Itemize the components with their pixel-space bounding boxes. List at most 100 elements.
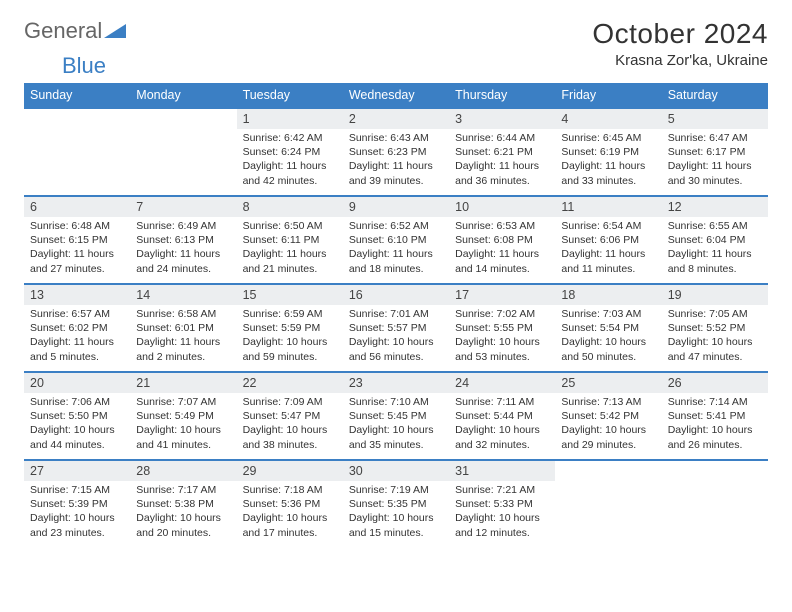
calendar-day-cell: 3Sunrise: 6:44 AMSunset: 6:21 PMDaylight… xyxy=(449,108,555,196)
daylight-line: Daylight: 10 hours and 47 minutes. xyxy=(668,335,762,363)
day-details: Sunrise: 6:43 AMSunset: 6:23 PMDaylight:… xyxy=(343,129,449,192)
calendar-day-cell: 31Sunrise: 7:21 AMSunset: 5:33 PMDayligh… xyxy=(449,460,555,548)
day-details: Sunrise: 7:18 AMSunset: 5:36 PMDaylight:… xyxy=(237,481,343,544)
sunset-line: Sunset: 5:52 PM xyxy=(668,321,762,335)
day-details: Sunrise: 6:54 AMSunset: 6:06 PMDaylight:… xyxy=(555,217,661,280)
daylight-line: Daylight: 10 hours and 20 minutes. xyxy=(136,511,230,539)
day-details: Sunrise: 6:58 AMSunset: 6:01 PMDaylight:… xyxy=(130,305,236,368)
calendar-week-row: 27Sunrise: 7:15 AMSunset: 5:39 PMDayligh… xyxy=(24,460,768,548)
calendar-day-cell: 14Sunrise: 6:58 AMSunset: 6:01 PMDayligh… xyxy=(130,284,236,372)
calendar-day-cell: 4Sunrise: 6:45 AMSunset: 6:19 PMDaylight… xyxy=(555,108,661,196)
calendar-day-cell: 9Sunrise: 6:52 AMSunset: 6:10 PMDaylight… xyxy=(343,196,449,284)
calendar-day-cell: 19Sunrise: 7:05 AMSunset: 5:52 PMDayligh… xyxy=(662,284,768,372)
sunrise-line: Sunrise: 6:54 AM xyxy=(561,219,655,233)
day-number: 5 xyxy=(662,109,768,129)
title-block: October 2024 Krasna Zor'ka, Ukraine xyxy=(592,18,768,69)
sunrise-line: Sunrise: 7:19 AM xyxy=(349,483,443,497)
sunset-line: Sunset: 5:41 PM xyxy=(668,409,762,423)
calendar-header-row: SundayMondayTuesdayWednesdayThursdayFrid… xyxy=(24,83,768,108)
sunset-line: Sunset: 5:45 PM xyxy=(349,409,443,423)
daylight-line: Daylight: 11 hours and 24 minutes. xyxy=(136,247,230,275)
calendar-day-cell: 2Sunrise: 6:43 AMSunset: 6:23 PMDaylight… xyxy=(343,108,449,196)
day-details: Sunrise: 7:03 AMSunset: 5:54 PMDaylight:… xyxy=(555,305,661,368)
calendar-day-cell xyxy=(555,460,661,548)
calendar-day-cell: 21Sunrise: 7:07 AMSunset: 5:49 PMDayligh… xyxy=(130,372,236,460)
daylight-line: Daylight: 11 hours and 2 minutes. xyxy=(136,335,230,363)
sunrise-line: Sunrise: 7:10 AM xyxy=(349,395,443,409)
day-number: 11 xyxy=(555,197,661,217)
calendar-day-cell xyxy=(130,108,236,196)
sunrise-line: Sunrise: 6:43 AM xyxy=(349,131,443,145)
calendar-day-cell: 27Sunrise: 7:15 AMSunset: 5:39 PMDayligh… xyxy=(24,460,130,548)
calendar-day-cell: 20Sunrise: 7:06 AMSunset: 5:50 PMDayligh… xyxy=(24,372,130,460)
sunset-line: Sunset: 5:44 PM xyxy=(455,409,549,423)
day-details: Sunrise: 6:45 AMSunset: 6:19 PMDaylight:… xyxy=(555,129,661,192)
day-number: 1 xyxy=(237,109,343,129)
calendar-day-cell: 11Sunrise: 6:54 AMSunset: 6:06 PMDayligh… xyxy=(555,196,661,284)
sunrise-line: Sunrise: 7:18 AM xyxy=(243,483,337,497)
calendar-week-row: 13Sunrise: 6:57 AMSunset: 6:02 PMDayligh… xyxy=(24,284,768,372)
day-number: 17 xyxy=(449,285,555,305)
daylight-line: Daylight: 10 hours and 59 minutes. xyxy=(243,335,337,363)
day-number: 23 xyxy=(343,373,449,393)
daylight-line: Daylight: 10 hours and 53 minutes. xyxy=(455,335,549,363)
sunrise-line: Sunrise: 6:44 AM xyxy=(455,131,549,145)
day-details: Sunrise: 7:01 AMSunset: 5:57 PMDaylight:… xyxy=(343,305,449,368)
calendar-day-cell xyxy=(24,108,130,196)
day-details: Sunrise: 7:13 AMSunset: 5:42 PMDaylight:… xyxy=(555,393,661,456)
calendar-day-cell: 23Sunrise: 7:10 AMSunset: 5:45 PMDayligh… xyxy=(343,372,449,460)
calendar-day-cell: 18Sunrise: 7:03 AMSunset: 5:54 PMDayligh… xyxy=(555,284,661,372)
sunset-line: Sunset: 6:17 PM xyxy=(668,145,762,159)
day-details: Sunrise: 6:44 AMSunset: 6:21 PMDaylight:… xyxy=(449,129,555,192)
sunrise-line: Sunrise: 6:48 AM xyxy=(30,219,124,233)
day-details: Sunrise: 7:17 AMSunset: 5:38 PMDaylight:… xyxy=(130,481,236,544)
daylight-line: Daylight: 10 hours and 35 minutes. xyxy=(349,423,443,451)
daylight-line: Daylight: 11 hours and 11 minutes. xyxy=(561,247,655,275)
day-number: 16 xyxy=(343,285,449,305)
calendar-body: 1Sunrise: 6:42 AMSunset: 6:24 PMDaylight… xyxy=(24,108,768,548)
daylight-line: Daylight: 10 hours and 12 minutes. xyxy=(455,511,549,539)
calendar-week-row: 6Sunrise: 6:48 AMSunset: 6:15 PMDaylight… xyxy=(24,196,768,284)
daylight-line: Daylight: 11 hours and 36 minutes. xyxy=(455,159,549,187)
sunset-line: Sunset: 6:06 PM xyxy=(561,233,655,247)
day-details: Sunrise: 6:42 AMSunset: 6:24 PMDaylight:… xyxy=(237,129,343,192)
sunset-line: Sunset: 5:47 PM xyxy=(243,409,337,423)
sunset-line: Sunset: 5:54 PM xyxy=(561,321,655,335)
day-details: Sunrise: 7:14 AMSunset: 5:41 PMDaylight:… xyxy=(662,393,768,456)
day-details: Sunrise: 7:11 AMSunset: 5:44 PMDaylight:… xyxy=(449,393,555,456)
daylight-line: Daylight: 11 hours and 18 minutes. xyxy=(349,247,443,275)
location-label: Krasna Zor'ka, Ukraine xyxy=(592,52,768,69)
sunset-line: Sunset: 6:11 PM xyxy=(243,233,337,247)
logo-word-1: General xyxy=(24,18,102,44)
sunset-line: Sunset: 5:49 PM xyxy=(136,409,230,423)
sunrise-line: Sunrise: 7:06 AM xyxy=(30,395,124,409)
day-details: Sunrise: 7:19 AMSunset: 5:35 PMDaylight:… xyxy=(343,481,449,544)
day-details: Sunrise: 6:52 AMSunset: 6:10 PMDaylight:… xyxy=(343,217,449,280)
sunset-line: Sunset: 5:35 PM xyxy=(349,497,443,511)
day-number: 24 xyxy=(449,373,555,393)
day-number: 13 xyxy=(24,285,130,305)
sunrise-line: Sunrise: 7:09 AM xyxy=(243,395,337,409)
daylight-line: Daylight: 10 hours and 38 minutes. xyxy=(243,423,337,451)
day-details: Sunrise: 7:15 AMSunset: 5:39 PMDaylight:… xyxy=(24,481,130,544)
sunrise-line: Sunrise: 7:15 AM xyxy=(30,483,124,497)
day-details: Sunrise: 6:55 AMSunset: 6:04 PMDaylight:… xyxy=(662,217,768,280)
day-details: Sunrise: 7:10 AMSunset: 5:45 PMDaylight:… xyxy=(343,393,449,456)
daylight-line: Daylight: 11 hours and 5 minutes. xyxy=(30,335,124,363)
sunset-line: Sunset: 5:33 PM xyxy=(455,497,549,511)
daylight-line: Daylight: 10 hours and 23 minutes. xyxy=(30,511,124,539)
day-details: Sunrise: 7:07 AMSunset: 5:49 PMDaylight:… xyxy=(130,393,236,456)
calendar-day-cell: 17Sunrise: 7:02 AMSunset: 5:55 PMDayligh… xyxy=(449,284,555,372)
day-number: 20 xyxy=(24,373,130,393)
sunset-line: Sunset: 5:57 PM xyxy=(349,321,443,335)
sunrise-line: Sunrise: 7:14 AM xyxy=(668,395,762,409)
day-details: Sunrise: 7:05 AMSunset: 5:52 PMDaylight:… xyxy=(662,305,768,368)
logo-triangle-icon xyxy=(104,18,126,44)
day-number: 30 xyxy=(343,461,449,481)
calendar-day-cell: 16Sunrise: 7:01 AMSunset: 5:57 PMDayligh… xyxy=(343,284,449,372)
sunset-line: Sunset: 6:23 PM xyxy=(349,145,443,159)
day-details: Sunrise: 6:53 AMSunset: 6:08 PMDaylight:… xyxy=(449,217,555,280)
calendar-day-cell: 1Sunrise: 6:42 AMSunset: 6:24 PMDaylight… xyxy=(237,108,343,196)
sunrise-line: Sunrise: 7:01 AM xyxy=(349,307,443,321)
daylight-line: Daylight: 11 hours and 27 minutes. xyxy=(30,247,124,275)
